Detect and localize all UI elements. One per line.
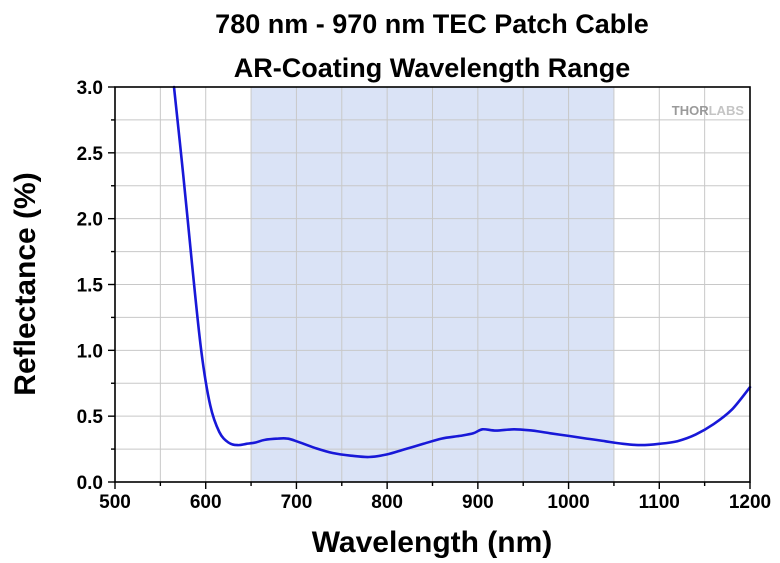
thorlabs-watermark: THORLABS — [672, 103, 745, 118]
watermark-thor: THOR — [672, 103, 709, 118]
x-tick-label: 1200 — [729, 492, 771, 513]
y-tick-label: 2.5 — [77, 144, 104, 165]
y-tick-label: 1.0 — [77, 341, 103, 362]
x-tick-label: 500 — [99, 492, 131, 513]
y-tick-label: 1.5 — [77, 276, 104, 297]
y-tick-label: 0.5 — [77, 407, 104, 428]
axis-ticks — [108, 86, 751, 489]
y-tick-label: 3.0 — [77, 78, 103, 99]
x-tick-label: 800 — [371, 492, 403, 513]
y-axis-label: Reflectance (%) — [9, 172, 42, 395]
x-tick-labels: 500 600 700 800 900 1000 1100 1200 — [99, 492, 771, 513]
y-tick-label: 0.0 — [77, 473, 103, 494]
x-tick-label: 1100 — [639, 492, 680, 513]
x-axis-label: Wavelength (nm) — [312, 526, 553, 559]
watermark-labs: LABS — [709, 103, 745, 118]
y-tick-label: 2.0 — [77, 210, 103, 231]
y-tick-labels: 0.0 0.5 1.0 1.5 2.0 2.5 3.0 — [77, 78, 104, 494]
x-tick-label: 1000 — [547, 492, 589, 513]
chart-title-line-1: 780 nm - 970 nm TEC Patch Cable — [215, 9, 649, 39]
x-tick-label: 900 — [462, 492, 494, 513]
chart-title-line-2: AR-Coating Wavelength Range — [234, 53, 631, 83]
x-tick-label: 700 — [281, 492, 313, 513]
x-tick-label: 600 — [190, 492, 222, 513]
grid-lines — [115, 87, 750, 482]
reflectance-curve — [172, 85, 752, 459]
